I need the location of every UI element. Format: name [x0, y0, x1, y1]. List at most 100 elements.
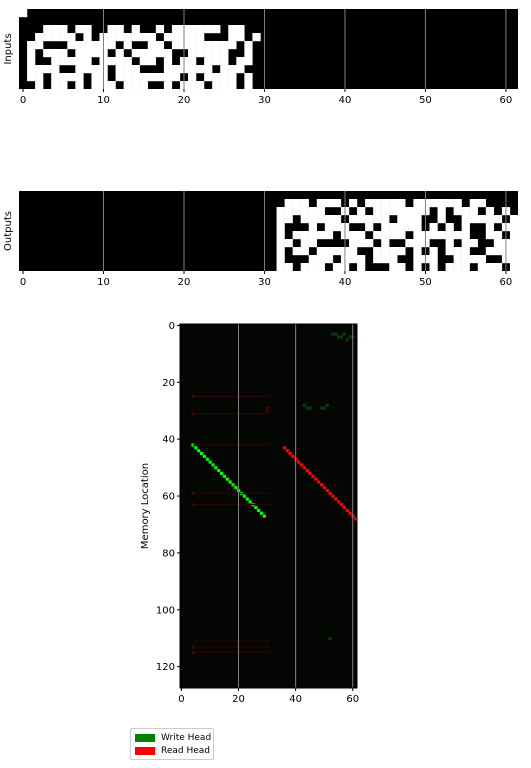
- write-head-point: [194, 446, 198, 450]
- outputs-cell: [292, 199, 301, 208]
- outputs-cell: [453, 207, 462, 216]
- memory-faint-point: [348, 335, 352, 339]
- inputs-cell: [236, 65, 245, 74]
- outputs-cell: [381, 215, 390, 224]
- inputs-cell: [147, 49, 157, 58]
- outputs-cell: [477, 255, 487, 264]
- inputs-cell: [131, 73, 140, 82]
- outputs-cell: [308, 231, 317, 240]
- inputs-cell: [220, 41, 229, 50]
- outputs-cell: [493, 215, 503, 224]
- inputs-cell: [131, 65, 140, 74]
- outputs-cell: [276, 223, 285, 232]
- outputs-cell: [357, 207, 366, 216]
- inputs-cell: [115, 49, 124, 58]
- read-head-point: [325, 488, 329, 493]
- inputs-cell: [171, 65, 181, 74]
- memory-ytick-label: 100: [156, 605, 175, 616]
- inputs-ylabel: Inputs: [3, 33, 14, 64]
- inputs-cell: [244, 41, 253, 50]
- outputs-cell: [300, 231, 309, 240]
- outputs-cell: [469, 255, 478, 264]
- outputs-cell: [413, 255, 422, 264]
- outputs-cell: [437, 231, 446, 240]
- outputs-cell: [308, 223, 317, 232]
- inputs-cell: [212, 73, 221, 82]
- inputs-cell: [188, 57, 197, 66]
- outputs-xtick-label: 0: [20, 277, 26, 288]
- legend-label-write: Write Head: [161, 733, 212, 743]
- outputs-cell: [365, 199, 374, 208]
- inputs-cell: [51, 73, 60, 82]
- write-head-point: [234, 486, 238, 490]
- inputs-cell: [75, 25, 84, 34]
- outputs-cell: [509, 215, 519, 224]
- inputs-cell: [155, 49, 165, 58]
- outputs-cell: [453, 199, 462, 208]
- inputs-cell: [115, 73, 124, 82]
- outputs-cell: [413, 247, 422, 256]
- memory-ytick-label: 0: [169, 321, 175, 332]
- outputs-xtick-label: 60: [500, 277, 513, 288]
- memory-xtick-label: 40: [289, 694, 302, 705]
- outputs-cell: [357, 239, 366, 248]
- inputs-cell: [27, 57, 36, 66]
- inputs-cell: [196, 81, 205, 90]
- inputs-cell: [220, 81, 229, 90]
- outputs-cell: [308, 255, 317, 264]
- inputs-cell: [188, 25, 197, 34]
- outputs-cell: [308, 215, 317, 224]
- inputs-cell: [204, 73, 213, 82]
- inputs-cell: [244, 57, 253, 66]
- read-head-point: [348, 511, 352, 515]
- memory-xtick-label: 0: [178, 694, 184, 705]
- outputs-cell: [429, 247, 438, 256]
- legend-swatch-read: [135, 747, 155, 755]
- inputs-cell: [139, 73, 148, 82]
- read-head-point: [317, 480, 321, 484]
- inputs-cell: [147, 41, 157, 50]
- memory-ytick-label: 60: [162, 492, 175, 503]
- outputs-cell: [461, 207, 470, 216]
- outputs-cell: [397, 263, 406, 272]
- outputs-cell: [316, 247, 326, 256]
- memory-faint-point: [322, 406, 326, 410]
- inputs-cell: [107, 81, 116, 90]
- outputs-cell: [445, 239, 454, 248]
- inputs-cell: [131, 25, 140, 34]
- inputs-cell: [83, 49, 92, 58]
- outputs-cell: [413, 199, 422, 208]
- outputs-cell: [300, 215, 309, 224]
- outputs-cell: [445, 247, 454, 256]
- inputs-cell: [115, 65, 124, 74]
- read-head-point: [297, 460, 301, 464]
- outputs-cell: [461, 247, 470, 256]
- outputs-cell: [461, 255, 470, 264]
- inputs-cell: [204, 25, 213, 34]
- inputs-cell: [204, 57, 213, 66]
- outputs-cell: [445, 223, 454, 232]
- outputs-cell: [284, 239, 293, 248]
- inputs-cell: [67, 73, 76, 82]
- inputs-cell: [83, 65, 92, 74]
- inputs-cell: [196, 25, 205, 34]
- outputs-cell: [493, 263, 503, 272]
- outputs-cell: [332, 247, 342, 256]
- inputs-cell: [83, 33, 92, 42]
- outputs-cell: [413, 263, 422, 272]
- outputs-cell: [357, 215, 366, 224]
- outputs-cell: [509, 263, 519, 272]
- inputs-cell: [27, 49, 36, 58]
- outputs-cell: [469, 199, 478, 208]
- write-head-point: [231, 483, 235, 487]
- outputs-cell: [485, 263, 495, 272]
- inputs-cell: [147, 33, 157, 42]
- outputs-cell: [469, 207, 478, 216]
- outputs-cell: [284, 263, 293, 272]
- inputs-cell: [131, 49, 140, 58]
- inputs-xtick-label: 60: [500, 95, 513, 106]
- outputs-cell: [509, 239, 519, 248]
- memory-xtick-label: 60: [346, 694, 359, 705]
- outputs-cell: [509, 247, 519, 256]
- read-head-point: [354, 517, 358, 521]
